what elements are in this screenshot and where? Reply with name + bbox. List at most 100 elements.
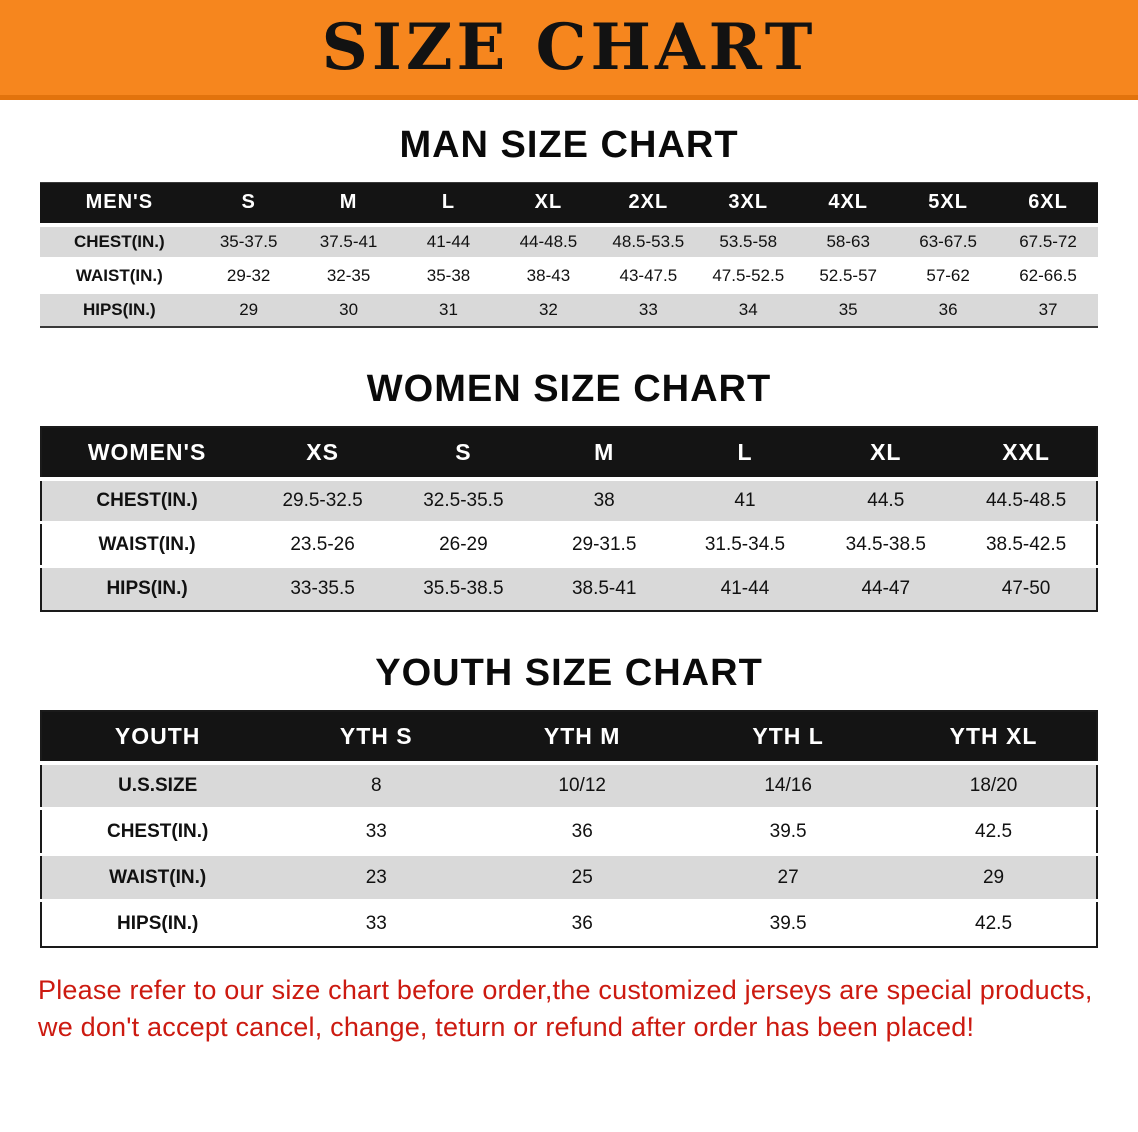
youth-row-0: U.S.SIZE 8 10/12 14/16 18/20 — [41, 762, 1097, 810]
men-size-col-6: 3XL — [698, 182, 799, 227]
section-youth: YOUTH SIZE CHART YOUTH YTH S YTH M YTH L YTH … — [0, 652, 1138, 948]
men-value-cell: 37.5-41 — [298, 224, 399, 260]
women-row-1: WAIST(IN.) 23.5-26 26-29 29-31.5 31.5-34.5 34… — [41, 522, 1097, 568]
youth-row-label-1: CHEST(IN.) — [41, 808, 274, 856]
women-row-2: HIPS(IN.) 33-35.5 35.5-38.5 38.5-41 41-44 44-… — [41, 566, 1097, 611]
men-value-cell: 53.5-58 — [698, 224, 799, 260]
men-value-cell: 47.5-52.5 — [698, 258, 799, 294]
men-value-cell: 44-48.5 — [498, 224, 599, 260]
women-row-0: CHEST(IN.) 29.5-32.5 32.5-35.5 38 41 44.5 44.5… — [41, 478, 1097, 524]
youth-value-cell: 25 — [479, 854, 686, 902]
men-row-2: HIPS(IN.) 29 30 31 32 33 34 35 36 37 — [40, 292, 1098, 327]
men-size-col-7: 4XL — [798, 182, 899, 227]
women-value-cell: 41-44 — [720, 577, 770, 599]
youth-row-3: HIPS(IN.) 33 36 39.5 42.5 — [41, 900, 1097, 947]
men-value-cell: 33 — [638, 299, 658, 319]
youth-value-cell: 39.5 — [769, 912, 807, 934]
women-size-col-6: XXL — [956, 426, 1097, 481]
section-women: WOMEN SIZE CHART WOMEN'S XS S M L XL XXL CHEST(I… — [0, 368, 1138, 612]
youth-row-1: CHEST(IN.) 33 36 39.5 42.5 — [41, 808, 1097, 856]
size-chart-sections: MAN SIZE CHART MEN'S S M L XL 2XL 3XL 4XL 5XL 6XL C… — [0, 124, 1138, 948]
men-row-label-1: WAIST(IN.) — [40, 258, 199, 294]
women-table-head: WOMEN'S XS S M L XL XXL — [41, 426, 1097, 481]
youth-table-body: U.S.SIZE 8 10/12 14/16 18/20 CHEST(IN.) 33 36 39… — [41, 762, 1097, 947]
women-row-label-1: WAIST(IN.) — [41, 522, 253, 568]
youth-value-cell: 23 — [273, 854, 480, 902]
women-chart-heading: WOMEN SIZE CHART — [366, 367, 772, 410]
women-value-cell: 32.5-35.5 — [392, 478, 534, 524]
men-value-cell: 62-66.5 — [998, 258, 1098, 294]
men-value-cell: 35-38 — [398, 258, 499, 294]
men-size-col-9: 6XL — [998, 182, 1098, 227]
youth-value-cell: 14/16 — [685, 762, 892, 810]
youth-table-head: YOUTH YTH S YTH M YTH L YTH XL — [41, 710, 1097, 765]
youth-size-table: YOUTH YTH S YTH M YTH L YTH XL U.S.SIZE 8 10/12… — [40, 709, 1098, 948]
men-row-1: WAIST(IN.) 29-32 32-35 35-38 38-43 43-47.5 47.… — [40, 258, 1098, 294]
women-value-cell: 23.5-26 — [252, 522, 393, 568]
men-value-cell: 35 — [838, 299, 858, 319]
youth-value-cell: 27 — [685, 854, 892, 902]
men-value-cell: 31 — [439, 299, 458, 319]
disclaimer: Please refer to our size chart before or… — [38, 972, 1100, 1047]
men-table-body: CHEST(IN.) 35-37.5 37.5-41 41-44 44-48.5 48.5… — [40, 224, 1098, 327]
women-value-cell: 38.5-42.5 — [956, 522, 1097, 568]
men-row-label-0: CHEST(IN.) — [40, 224, 199, 260]
men-size-col-2: M — [298, 182, 399, 227]
banner: SIZE CHART — [0, 0, 1138, 100]
women-value-cell: 29-31.5 — [533, 522, 675, 568]
youth-chart-heading: YOUTH SIZE CHART — [375, 651, 763, 694]
men-value-cell: 32 — [538, 299, 558, 319]
men-value-cell: 32-35 — [298, 258, 399, 294]
women-size-col-2: S — [392, 426, 534, 481]
women-row-label-2: HIPS(IN.) — [106, 577, 188, 599]
disclaimer-line-1: Please refer to our size chart before or… — [38, 974, 1093, 1005]
women-table-body: CHEST(IN.) 29.5-32.5 32.5-35.5 38 41 44.5 44.5… — [41, 478, 1097, 611]
page-title: SIZE CHART — [321, 9, 817, 85]
women-value-cell: 44.5 — [815, 478, 957, 524]
men-value-cell: 30 — [339, 299, 359, 319]
men-value-cell: 48.5-53.5 — [598, 224, 699, 260]
women-size-col-4: L — [674, 426, 816, 481]
youth-row-label-2: WAIST(IN.) — [41, 854, 274, 902]
youth-size-col-3: YTH L — [685, 710, 892, 765]
size-chart-page: SIZE CHART MAN SIZE CHART MEN'S S M L XL 2XL 3X… — [0, 0, 1138, 1047]
youth-value-cell: 39.5 — [685, 808, 892, 856]
men-size-col-5: 2XL — [598, 182, 699, 227]
youth-size-col-2: YTH M — [479, 710, 686, 765]
women-size-col-3: M — [533, 426, 675, 481]
women-value-cell: 31.5-34.5 — [674, 522, 816, 568]
youth-value-cell: 10/12 — [479, 762, 686, 810]
men-value-cell: 36 — [938, 299, 958, 319]
men-value-cell: 29-32 — [198, 258, 299, 294]
youth-value-cell: 42.5 — [975, 912, 1013, 934]
women-value-cell: 44.5-48.5 — [956, 478, 1097, 524]
women-size-table: WOMEN'S XS S M L XL XXL CHEST(IN.) 29.5-32.5 32.5… — [40, 425, 1098, 612]
youth-value-cell: 36 — [479, 808, 686, 856]
women-size-col-5: XL — [815, 426, 957, 481]
women-value-cell: 41 — [674, 478, 816, 524]
youth-value-cell: 18/20 — [891, 762, 1097, 810]
women-value-cell: 47-50 — [1001, 577, 1051, 599]
women-value-cell: 33-35.5 — [290, 577, 355, 599]
men-row-label-2: HIPS(IN.) — [82, 299, 156, 319]
disclaimer-line-2: we don't accept cancel, change, teturn o… — [38, 1011, 975, 1042]
youth-row-2: WAIST(IN.) 23 25 27 29 — [41, 854, 1097, 902]
men-size-col-3: L — [398, 182, 499, 227]
women-value-cell: 34.5-38.5 — [815, 522, 957, 568]
youth-value-cell: 33 — [365, 912, 387, 934]
men-value-cell: 37 — [1038, 299, 1058, 319]
women-header-row: WOMEN'S XS S M L XL XXL — [41, 426, 1097, 481]
men-value-cell: 67.5-72 — [998, 224, 1098, 260]
women-value-cell: 35.5-38.5 — [423, 577, 504, 599]
men-value-cell: 41-44 — [398, 224, 499, 260]
men-value-cell: 34 — [738, 299, 758, 319]
men-value-cell: 38-43 — [498, 258, 599, 294]
women-size-col-1: XS — [252, 426, 393, 481]
women-value-cell: 38.5-41 — [571, 577, 637, 599]
youth-value-cell: 8 — [273, 762, 480, 810]
youth-row-label-0: U.S.SIZE — [41, 762, 274, 810]
men-size-col-1: S — [198, 182, 299, 227]
youth-value-cell: 29 — [891, 854, 1097, 902]
men-header-row: MEN'S S M L XL 2XL 3XL 4XL 5XL 6XL — [40, 182, 1098, 227]
women-corner-label: WOMEN'S — [41, 426, 253, 481]
